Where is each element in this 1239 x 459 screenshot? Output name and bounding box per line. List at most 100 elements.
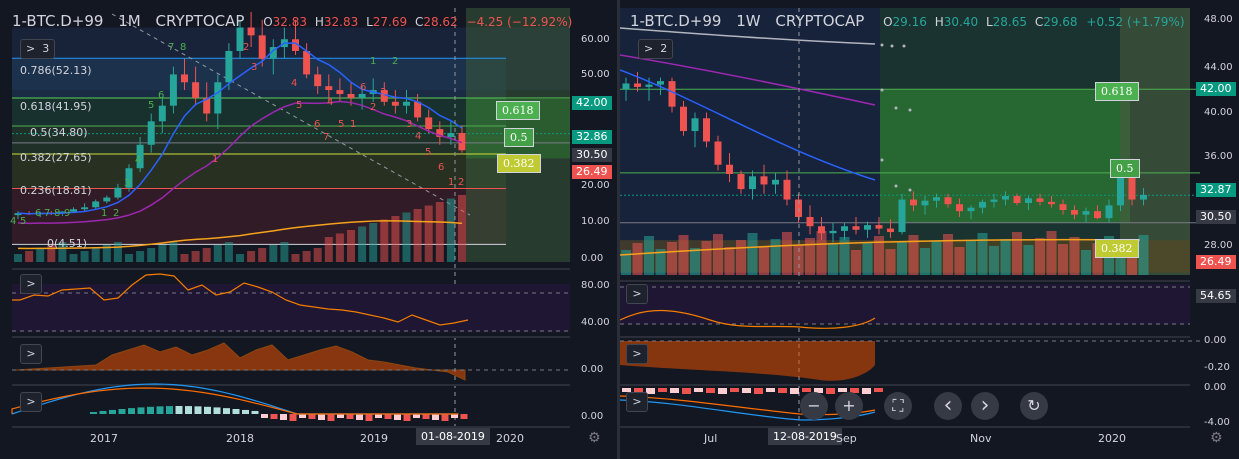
candle-body	[979, 201, 986, 208]
weekly-chart-panel[interactable]: 1-BTC.D+99 1W CRYPTOCAP O29.16 H30.40 L2…	[620, 0, 1239, 459]
price-tag-resistance: 42.00	[572, 96, 612, 110]
rsi-band	[12, 284, 570, 332]
timeframe[interactable]: 1W	[736, 12, 761, 30]
td-up-count: 1	[370, 56, 376, 67]
chart-divider[interactable]	[617, 0, 620, 459]
candle-body	[760, 176, 768, 185]
x-axis-label: 2018	[226, 432, 254, 445]
volume-bar	[621, 250, 631, 275]
x-axis-label: 2017	[90, 432, 118, 445]
box-label-0618: 0.618	[496, 101, 540, 120]
td-down-count: 6	[438, 162, 444, 173]
volume-bar	[770, 239, 781, 275]
candle-body	[103, 197, 111, 202]
volume-bar	[358, 226, 367, 262]
macd-histogram-bar	[156, 406, 164, 414]
macd-pane-toggle[interactable]: >	[626, 392, 648, 412]
candle-body	[403, 101, 410, 106]
ma-white-line	[620, 27, 876, 45]
rsi-axis-label: 40.00	[581, 317, 610, 328]
td-up-count: 9	[64, 208, 70, 219]
volume-bar	[158, 245, 167, 262]
macd-histogram-bar	[109, 409, 116, 414]
fullscreen-button[interactable]: ⛶	[884, 392, 912, 420]
volume-bar	[14, 254, 22, 262]
td-down-count: 5	[296, 100, 302, 111]
volume-bar	[291, 254, 300, 262]
candle-body	[668, 81, 676, 107]
macd-histogram-bar	[147, 406, 154, 414]
settings-gear-icon[interactable]: ⚙	[588, 430, 601, 446]
volume-bar	[180, 254, 189, 262]
macd-histogram-bar	[223, 408, 230, 414]
volume-bar	[644, 236, 654, 275]
macd-histogram-bar	[451, 414, 458, 418]
x-axis-label: Jul	[704, 432, 718, 445]
fib-label-0382: 0.382(27.65)	[20, 151, 92, 164]
macd-histogram-bar	[766, 388, 775, 392]
price-axis-label: 48.00	[1204, 14, 1233, 25]
macd-histogram-bar	[646, 388, 655, 394]
ohlc-values: O29.16 H30.40 L28.65 C29.68 +0.52 (+1.79…	[883, 15, 1185, 29]
volume-bar	[908, 235, 919, 275]
indicators-toggle[interactable]: > 2	[638, 39, 674, 59]
macd-pane-toggle[interactable]: >	[20, 392, 42, 412]
zoom-out-button[interactable]: −	[800, 392, 828, 420]
candle-body	[829, 230, 837, 234]
candle-body	[303, 50, 311, 75]
symbol-name[interactable]: 1-BTC.D+99	[12, 12, 104, 30]
timeframe[interactable]: 1M	[118, 12, 141, 30]
late-zone	[1120, 8, 1190, 275]
volume-bar	[47, 245, 56, 262]
td-down-count: 3	[380, 87, 386, 98]
volume-bar	[897, 242, 907, 275]
candle-body	[898, 199, 906, 233]
rsi-line	[620, 310, 876, 329]
candle-body	[691, 118, 699, 132]
volume-bar	[302, 251, 311, 262]
indicators-toggle[interactable]: > 3	[20, 39, 56, 59]
price-axis-label: 28.00	[1204, 240, 1233, 251]
volume-bar	[1092, 243, 1103, 275]
x-axis-label: Sep	[836, 432, 857, 445]
scroll-left-button[interactable]: ‹	[934, 392, 962, 420]
volume-bar	[202, 248, 211, 262]
macd-histogram-bar	[814, 388, 823, 393]
rsi-pane-toggle[interactable]: >	[20, 274, 42, 294]
candle-body	[944, 197, 952, 205]
zoom-in-button[interactable]: +	[835, 392, 863, 420]
macd-histogram-bar	[413, 414, 420, 418]
td-up-count: 4	[10, 216, 16, 227]
price-axis-label: 40.00	[1204, 107, 1233, 118]
scroll-right-button[interactable]: ›	[971, 392, 999, 420]
td-down-count: 2	[370, 102, 376, 113]
td-up-count: 7	[168, 42, 174, 53]
fib-zone-0236	[12, 188, 506, 245]
volume-bar	[224, 242, 233, 262]
osc-pane-toggle[interactable]: >	[626, 344, 648, 364]
volume-bar	[1046, 231, 1057, 275]
candle-body	[458, 133, 466, 151]
rsi-pane-toggle[interactable]: >	[626, 284, 648, 304]
volume-bar	[25, 251, 34, 262]
macd-histogram-bar	[460, 414, 468, 419]
symbol-name[interactable]: 1-BTC.D+99	[630, 12, 722, 30]
macd-histogram-bar	[754, 388, 763, 394]
candle-body	[864, 225, 871, 230]
settings-gear-icon[interactable]: ⚙	[1210, 430, 1223, 446]
candle-body	[1128, 170, 1136, 200]
macd-histogram-bar	[802, 388, 811, 392]
price-axis-label: 44.00	[1204, 62, 1233, 73]
osc-pane-toggle[interactable]: >	[20, 344, 42, 364]
weekly-chart-canvas[interactable]	[620, 0, 1239, 459]
volume-bar	[989, 246, 999, 275]
volume-bar	[280, 242, 289, 262]
reset-chart-button[interactable]: ↻	[1020, 392, 1048, 420]
td-down-count: 7	[323, 132, 329, 143]
candle-body	[887, 228, 894, 233]
pane-separator	[620, 384, 1190, 386]
td-down-count: 5	[425, 147, 431, 158]
fib-label-0: 0(4.51)	[47, 237, 88, 250]
